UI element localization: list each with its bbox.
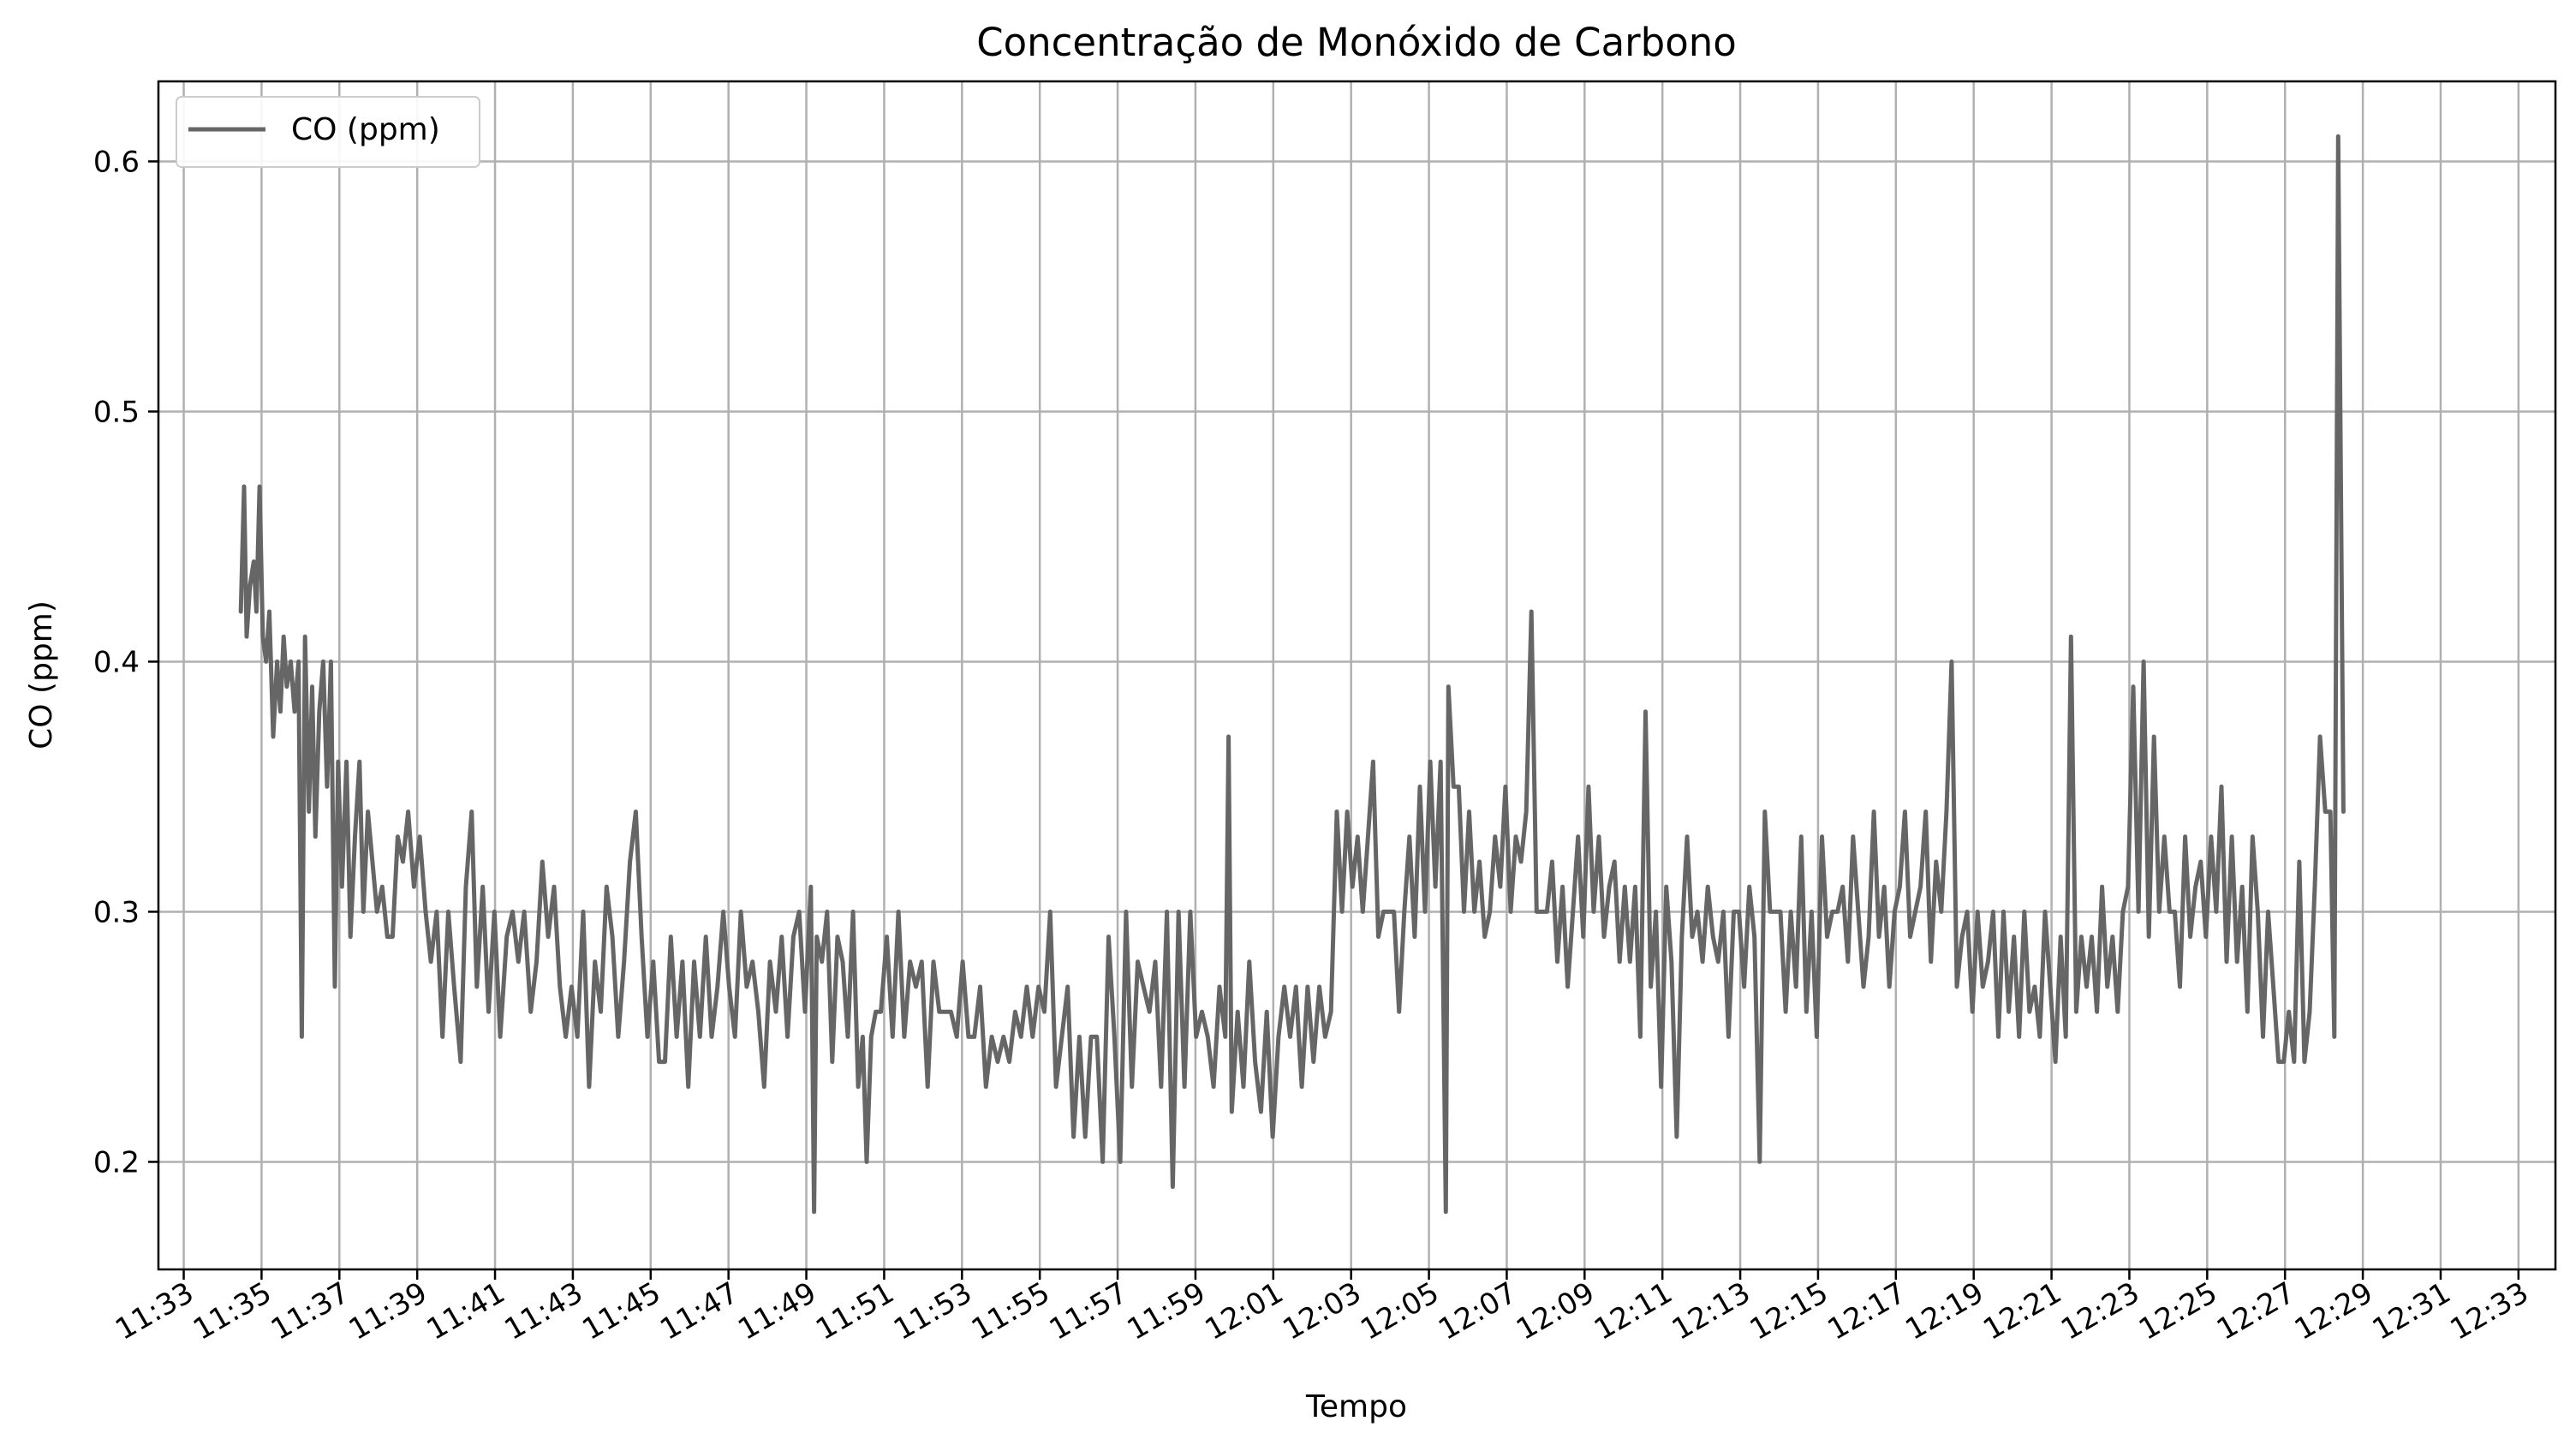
plot-frame	[157, 80, 2557, 1271]
series-line-co-ppm	[238, 134, 2346, 1215]
y-tick-label: 0.3	[93, 895, 140, 929]
legend-label: CO (ppm)	[291, 112, 440, 147]
legend: CO (ppm)	[176, 96, 480, 168]
y-tick-label: 0.2	[93, 1145, 140, 1179]
y-axis: 0.2 0.3 0.4 0.5 0.6	[93, 145, 158, 1179]
x-axis-label: Tempo	[1305, 1389, 1407, 1424]
y-axis-label: CO (ppm)	[24, 600, 59, 749]
y-tick-label: 0.5	[93, 395, 140, 429]
grid	[158, 81, 2555, 1269]
y-tick-label: 0.6	[93, 145, 140, 179]
y-tick-label: 0.4	[93, 645, 140, 679]
series-layer	[238, 134, 2346, 1215]
legend-box	[176, 96, 480, 168]
chart-title: Concentração de Monóxido de Carbono	[976, 20, 1737, 65]
